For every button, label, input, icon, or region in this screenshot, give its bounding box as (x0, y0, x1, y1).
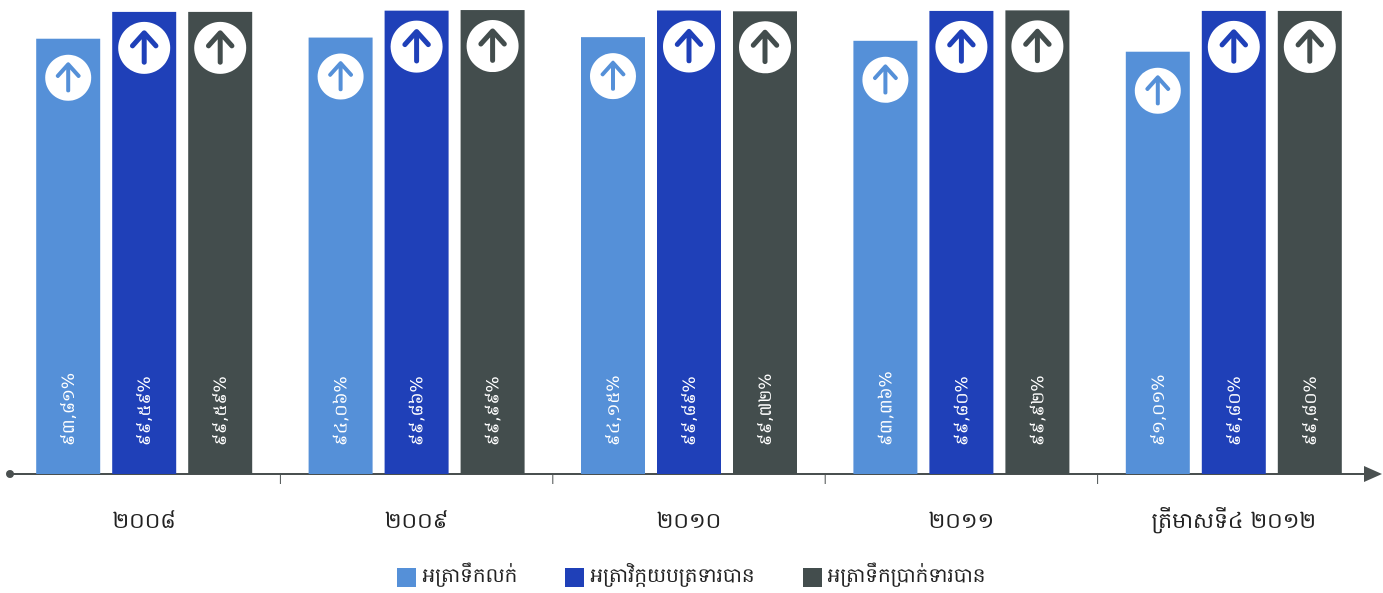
arrow-up-circle-icon (317, 53, 364, 100)
data-label: ៩៩,៧២% (756, 374, 776, 446)
arrow-up-circle-icon (1134, 67, 1181, 114)
data-label: ៩៩,៨០% (952, 376, 972, 446)
data-label: ៩៩,៨០% (1225, 376, 1245, 446)
bar (581, 37, 645, 474)
x-tick-label: ២០១០ (657, 509, 721, 534)
legend-label-1: អត្រាវិក្កយបត្រទារបាន (590, 563, 755, 587)
legend: អត្រាទឹកលក់ អត្រាវិក្កយបត្រទារបាន អត្រាទ… (0, 562, 1383, 592)
legend-swatch-2 (802, 567, 822, 587)
x-axis-origin-dot (6, 470, 14, 478)
bar (1125, 51, 1190, 475)
arrow-up-circle-icon (1283, 20, 1336, 73)
x-axis-arrow-icon (1364, 466, 1382, 482)
bar (188, 11, 253, 474)
arrow-up-circle-icon (590, 53, 636, 100)
x-tick-label: ២០១១ (929, 509, 995, 534)
arrow-up-circle-icon (862, 56, 909, 103)
data-label: ៩៩,៩៩% (484, 376, 504, 446)
arrow-up-circle-icon (118, 21, 171, 74)
bar (1005, 10, 1070, 475)
bar (112, 11, 177, 474)
arrow-up-circle-icon (663, 20, 715, 73)
arrow-up-circle-icon (739, 21, 791, 74)
x-tick-label: ២០០៨ (113, 509, 176, 534)
bar (853, 40, 918, 474)
data-label: ៩៤,០៦% (332, 376, 352, 446)
arrow-up-circle-icon (1011, 20, 1064, 73)
bar (657, 10, 721, 474)
arrow-up-circle-icon (1207, 20, 1260, 73)
bar (1201, 10, 1266, 474)
bar (36, 38, 101, 475)
data-label: ៩៤,១៥% (604, 375, 624, 446)
bar (384, 10, 449, 475)
legend-label-2: អត្រាទឹកប្រាក់ទារបាន (827, 563, 986, 587)
legend-item-2: អត្រាទឹកប្រាក់ទារបាន (802, 562, 986, 592)
legend-item-0: អត្រាទឹកលក់ (397, 562, 517, 592)
arrow-up-circle-icon (935, 20, 988, 73)
data-label: ៩៩,៥៩% (211, 376, 231, 446)
arrow-up-circle-icon (194, 21, 247, 74)
legend-label-0: អត្រាទឹកលក់ (422, 563, 518, 587)
data-label: ៩១,០១% (1149, 375, 1169, 446)
bar (308, 37, 373, 475)
bar (1277, 10, 1342, 474)
data-label: ៩៩,៩២% (1028, 375, 1048, 446)
data-label: ៩៣,៨១% (59, 373, 79, 446)
data-label: ៩៩,៨៩% (680, 376, 700, 446)
arrow-up-circle-icon (466, 20, 519, 73)
legend-item-1: អត្រាវិក្កយបត្រទារបាន (565, 562, 755, 592)
legend-swatch-1 (565, 567, 585, 587)
bar (460, 10, 525, 475)
arrow-up-circle-icon (45, 54, 92, 101)
x-tick-label: ២០០៩ (385, 509, 448, 534)
arrow-up-circle-icon (390, 20, 443, 73)
data-label: ៩៩,៨០% (1301, 376, 1321, 446)
bar (929, 10, 994, 474)
bar (733, 11, 797, 475)
data-label: ៩៣,៣៦% (876, 371, 896, 446)
x-tick-label: ត្រីមាសទី៤ ២០១២ (1152, 507, 1316, 534)
data-label: ៩៩,៥៩% (135, 376, 155, 446)
legend-swatch-0 (397, 567, 417, 587)
data-label: ៩៩,៨៦% (408, 376, 428, 446)
